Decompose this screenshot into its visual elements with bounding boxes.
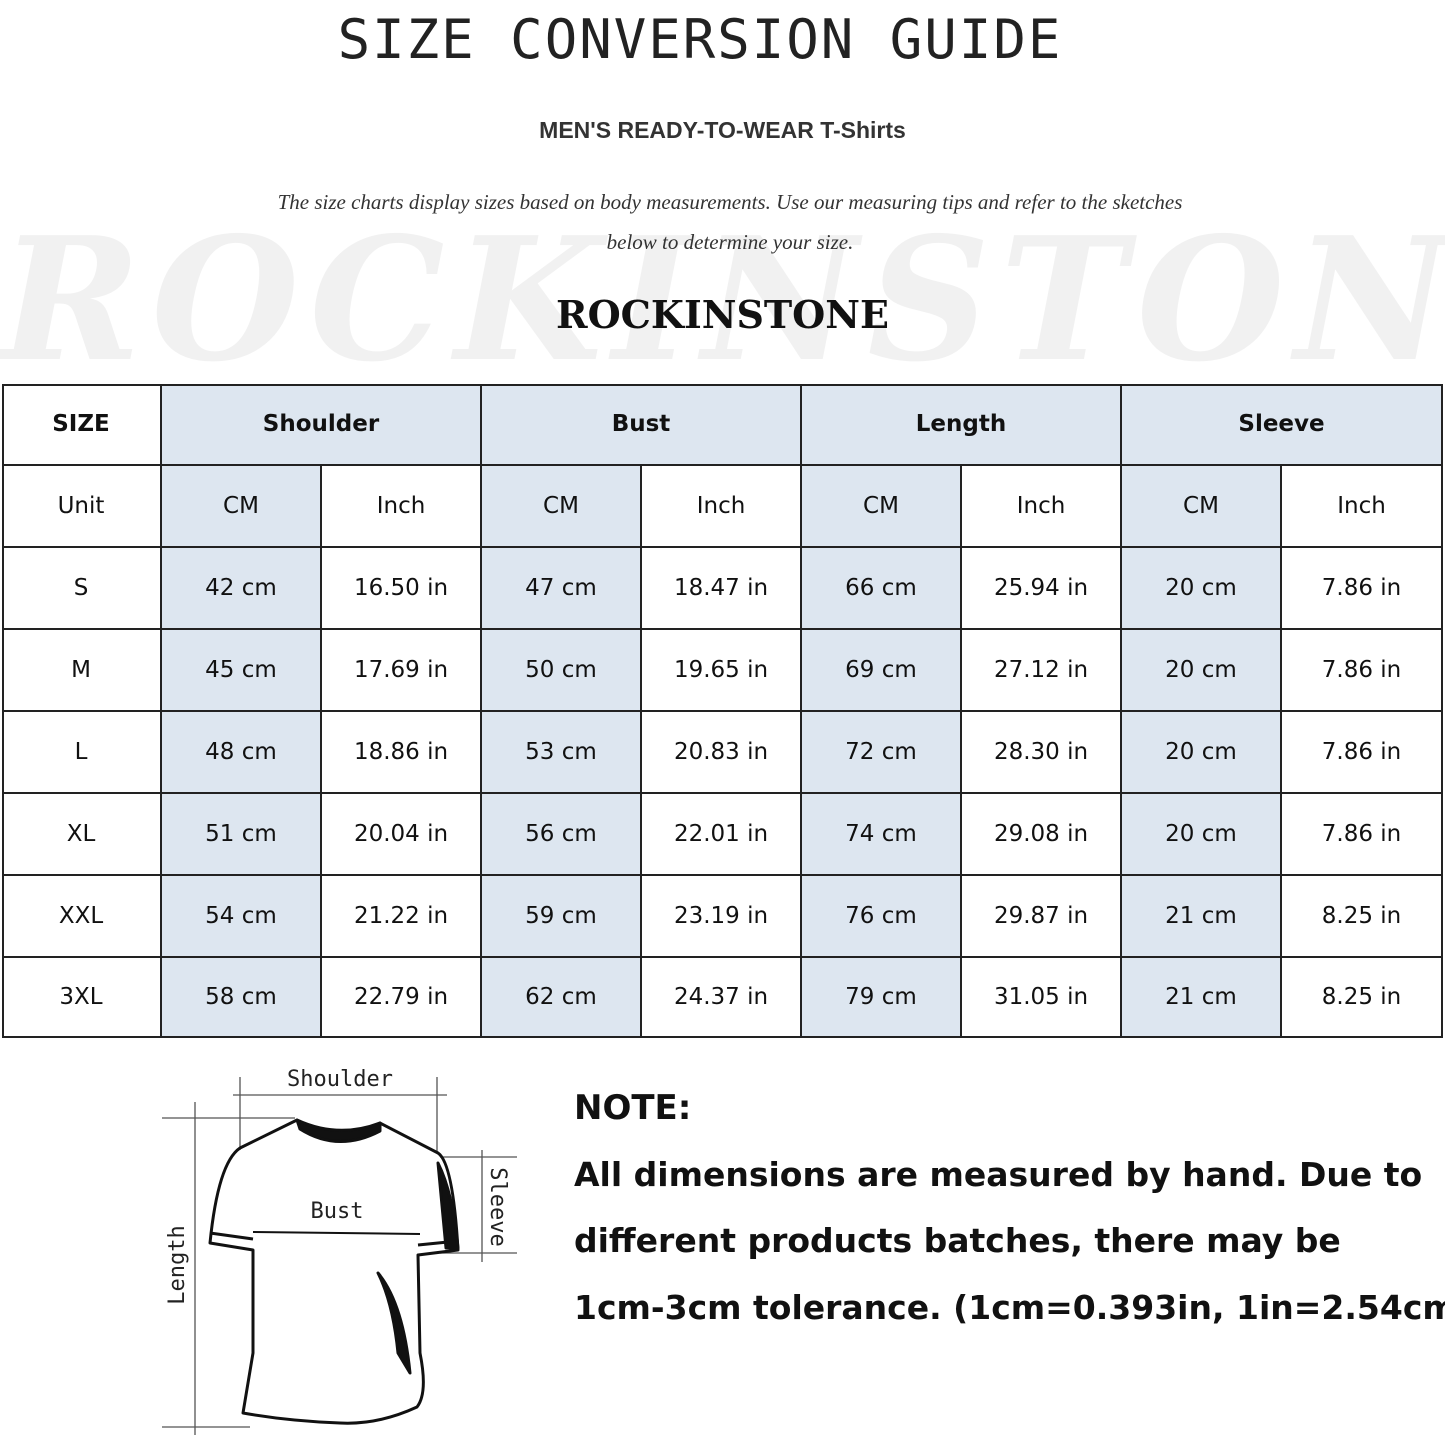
size-cell: XL (2, 794, 162, 876)
value-cell: 66 cm (802, 548, 962, 630)
note-title: NOTE: (574, 1088, 692, 1128)
value-cell: 20 cm (1122, 712, 1282, 794)
unit-inch: Inch (962, 466, 1122, 548)
value-cell: 20 cm (1122, 794, 1282, 876)
unit-cm: CM (1122, 466, 1282, 548)
header-shoulder: Shoulder (162, 384, 482, 466)
value-cell: 19.65 in (642, 630, 802, 712)
value-cell: 27.12 in (962, 630, 1122, 712)
value-cell: 47 cm (482, 548, 642, 630)
header-size: SIZE (2, 384, 162, 466)
sketch-label-sleeve: Sleeve (485, 1167, 510, 1246)
value-cell: 50 cm (482, 630, 642, 712)
value-cell: 31.05 in (962, 958, 1122, 1038)
value-cell: 20.04 in (322, 794, 482, 876)
value-cell: 23.19 in (642, 876, 802, 958)
note-line-3: 1cm-3cm tolerance. (1cm=0.393in, 1in=2.5… (574, 1288, 1445, 1327)
value-cell: 25.94 in (962, 548, 1122, 630)
value-cell: 21.22 in (322, 876, 482, 958)
value-cell: 69 cm (802, 630, 962, 712)
value-cell: 56 cm (482, 794, 642, 876)
size-cell: XXL (2, 876, 162, 958)
value-cell: 51 cm (162, 794, 322, 876)
note-line-1: All dimensions are measured by hand. Due… (574, 1155, 1423, 1194)
value-cell: 21 cm (1122, 958, 1282, 1038)
value-cell: 29.87 in (962, 876, 1122, 958)
size-table: SIZE Shoulder Bust Length Sleeve Unit CM Inch CM… (2, 384, 1443, 1038)
sketch-label-length: Length (165, 1225, 190, 1304)
value-cell: 18.86 in (322, 712, 482, 794)
page-title: SIZE CONVERSION GUIDE (337, 8, 1063, 71)
header-bust: Bust (482, 384, 802, 466)
value-cell: 7.86 in (1282, 712, 1443, 794)
measure-lines (162, 1077, 517, 1435)
value-cell: 53 cm (482, 712, 642, 794)
sketch-label-bust: Bust (311, 1199, 364, 1224)
value-cell: 21 cm (1122, 876, 1282, 958)
value-cell: 7.86 in (1282, 548, 1443, 630)
value-cell: 42 cm (162, 548, 322, 630)
tshirt-icon (208, 1118, 460, 1425)
value-cell: 18.47 in (642, 548, 802, 630)
value-cell: 72 cm (802, 712, 962, 794)
value-cell: 7.86 in (1282, 794, 1443, 876)
watermark-logo: ROCKINSTONE (0, 200, 1445, 400)
tshirt-measurement-sketch: Shoulder Bust Length Sleeve (162, 1067, 517, 1435)
value-cell: 20.83 in (642, 712, 802, 794)
unit-cm: CM (482, 466, 642, 548)
header-length: Length (802, 384, 1122, 466)
value-cell: 22.01 in (642, 794, 802, 876)
value-cell: 79 cm (802, 958, 962, 1038)
size-cell: L (2, 712, 162, 794)
unit-cm: CM (162, 466, 322, 548)
value-cell: 20 cm (1122, 630, 1282, 712)
value-cell: 76 cm (802, 876, 962, 958)
value-cell: 45 cm (162, 630, 322, 712)
intro-text-line-2: below to determine your size. (606, 230, 854, 254)
unit-inch: Inch (322, 466, 482, 548)
value-cell: 74 cm (802, 794, 962, 876)
unit-cm: CM (802, 466, 962, 548)
size-cell: 3XL (2, 958, 162, 1038)
page-subtitle: MEN'S READY-TO-WEAR T-Shirts (539, 117, 906, 143)
header-unit: Unit (2, 466, 162, 548)
value-cell: 7.86 in (1282, 630, 1443, 712)
note-line-2: different products batches, there may be (574, 1221, 1341, 1260)
value-cell: 29.08 in (962, 794, 1122, 876)
value-cell: 8.25 in (1282, 876, 1443, 958)
value-cell: 59 cm (482, 876, 642, 958)
value-cell: 28.30 in (962, 712, 1122, 794)
value-cell: 22.79 in (322, 958, 482, 1038)
header-sleeve: Sleeve (1122, 384, 1443, 466)
value-cell: 20 cm (1122, 548, 1282, 630)
value-cell: 48 cm (162, 712, 322, 794)
value-cell: 54 cm (162, 876, 322, 958)
value-cell: 17.69 in (322, 630, 482, 712)
value-cell: 16.50 in (322, 548, 482, 630)
sketch-label-shoulder: Shoulder (287, 1067, 393, 1092)
unit-inch: Inch (1282, 466, 1443, 548)
value-cell: 8.25 in (1282, 958, 1443, 1038)
intro-text-line-1: The size charts display sizes based on b… (277, 190, 1183, 214)
size-cell: S (2, 548, 162, 630)
value-cell: 24.37 in (642, 958, 802, 1038)
brand-name: ROCKINSTONE (556, 292, 889, 337)
value-cell: 62 cm (482, 958, 642, 1038)
value-cell: 58 cm (162, 958, 322, 1038)
unit-inch: Inch (642, 466, 802, 548)
size-cell: M (2, 630, 162, 712)
